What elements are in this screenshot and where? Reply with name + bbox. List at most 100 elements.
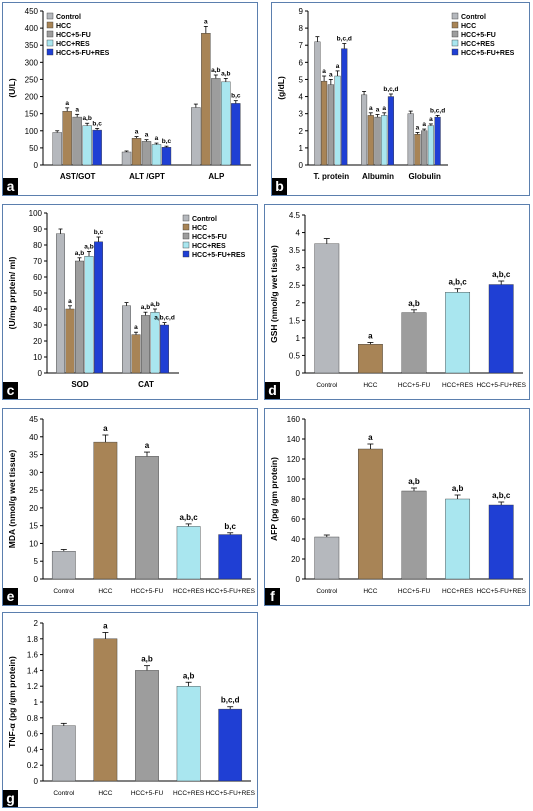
y-tick-label-f-8: 160 (287, 415, 301, 424)
x-tick-label-e-3: HCC+RES (173, 588, 205, 595)
legend-swatch-c-1 (182, 223, 190, 231)
y-tick-label-g-3: 0.6 (27, 730, 39, 739)
y-axis-label-d: GSH (nmol/g wet tissue) (269, 245, 279, 343)
panel-label-e: e (3, 588, 18, 605)
y-tick-label-f-2: 40 (291, 535, 300, 544)
x-tick-label-f-2: HCC+5-FU (398, 588, 431, 595)
y-tick-label-b-5: 5 (299, 75, 304, 84)
sig-label-b-1-4: b,c,d (383, 86, 398, 93)
chart-svg-d: 0 0.5 1 1.5 2 2.5 3 3.5 4 4.5 GSH (nmol/g wet tiss… (269, 211, 527, 389)
panel-d: 0 0.5 1 1.5 2 2.5 3 3.5 4 4.5 GSH (nmol/g wet tiss… (264, 204, 530, 400)
y-tick-label-a-3: 150 (25, 110, 39, 119)
x-tick-label-g-2: HCC+5-FU (131, 790, 164, 797)
bar-f-0 (314, 536, 340, 580)
sig-label-f-3: a,b (452, 484, 464, 493)
y-tick-label-g-10: 2 (34, 619, 39, 628)
panel-a: 0 50 100 150 200 250 300 350 400 450 (U/L) AST/GOT a… (2, 2, 258, 196)
sig-label-e-4: b,c (224, 522, 236, 531)
panel-c: 0 10 20 30 40 50 60 70 80 90 100 (U/mg prptein/ ml)… (2, 204, 258, 400)
bar-b-2-0 (407, 113, 414, 166)
legend-swatch-a-2 (46, 30, 54, 38)
sig-label-g-1: a (103, 621, 108, 630)
bar-c-1-3 (150, 311, 160, 374)
y-axis-label-b: (g/dL) (276, 76, 286, 100)
sig-label-b-0-1: a (322, 68, 326, 75)
y-tick-label-d-6: 3 (296, 264, 301, 273)
y-axis-label-g: TNF-α (pg /gm protein) (7, 656, 17, 748)
y-tick-label-g-8: 1.6 (27, 651, 39, 660)
y-tick-label-c-8: 80 (33, 241, 42, 250)
y-tick-label-b-8: 8 (299, 24, 304, 33)
bar-a-1-1 (131, 138, 142, 166)
y-tick-label-b-4: 4 (299, 93, 304, 102)
sig-label-d-2: a,b (408, 299, 420, 308)
legend-swatch-c-4 (182, 250, 190, 258)
y-tick-label-e-2: 10 (29, 539, 38, 548)
x-tick-label-b-1: Albumin (362, 172, 394, 181)
legend-swatch-b-2 (451, 30, 459, 38)
sig-label-b-0-4: b,c,d (337, 36, 352, 43)
bar-a-0-2 (72, 116, 82, 166)
y-tick-label-e-4: 20 (29, 504, 38, 513)
bar-c-0-0 (56, 233, 65, 374)
x-tick-label-f-1: HCC (363, 588, 377, 595)
x-tick-label-e-4: HCC+5-FU+RES (205, 588, 255, 595)
x-tick-label-a-0: AST/GOT (60, 172, 96, 181)
y-tick-label-a-8: 400 (25, 24, 39, 33)
sig-label-a-1-1: a (135, 129, 139, 136)
sig-label-a-2-4: b,c (231, 93, 241, 100)
sig-label-g-3: a,b (183, 671, 195, 680)
sig-label-a-2-1: a (204, 18, 208, 25)
bar-b-2-2 (421, 130, 428, 166)
x-tick-label-e-1: HCC (98, 588, 112, 595)
bar-f-1 (357, 448, 383, 580)
y-tick-label-b-0: 0 (299, 161, 304, 170)
sig-label-f-2: a,b (408, 477, 420, 486)
sig-label-a-2-3: a,b (221, 70, 230, 77)
y-tick-label-e-1: 5 (34, 557, 39, 566)
bar-a-2-0 (191, 107, 201, 166)
x-tick-label-d-0: Control (316, 382, 338, 389)
y-tick-label-b-9: 9 (299, 7, 304, 16)
y-tick-label-d-4: 2 (296, 299, 301, 308)
sig-label-b-1-1: a (369, 105, 373, 112)
y-tick-label-c-3: 30 (33, 321, 42, 330)
legend-swatch-a-1 (46, 21, 54, 29)
x-tick-label-d-4: HCC+5-FU+RES (476, 382, 526, 389)
legend-swatch-a-0 (46, 12, 54, 20)
x-tick-label-b-2: Globulin (408, 172, 441, 181)
bar-a-0-3 (82, 125, 92, 166)
bar-a-2-2 (211, 78, 221, 166)
legend-swatch-c-0 (182, 214, 190, 222)
y-tick-label-b-7: 7 (299, 41, 304, 50)
y-tick-label-f-0: 0 (296, 575, 301, 584)
legend-label-b-2: HCC+5-FU (461, 32, 496, 39)
y-tick-label-f-3: 60 (291, 515, 300, 524)
y-tick-label-e-3: 15 (29, 522, 38, 531)
sig-label-f-4: a,b,c (492, 491, 511, 500)
y-tick-label-f-5: 100 (287, 475, 301, 484)
legend-swatch-c-3 (182, 241, 190, 249)
panel-e: 0 5 10 15 20 25 30 35 40 45 MDA (nmol/g wet tissue… (2, 408, 258, 606)
y-tick-label-c-7: 70 (33, 257, 42, 266)
sig-label-e-2: a (145, 441, 150, 450)
y-tick-label-e-0: 0 (34, 575, 39, 584)
y-tick-label-a-2: 100 (25, 127, 39, 136)
legend-label-a-3: HCC+RES (56, 41, 90, 48)
panel-label-g: g (3, 790, 18, 807)
y-tick-label-a-5: 250 (25, 75, 39, 84)
sig-label-b-0-2: a (329, 71, 333, 78)
y-tick-label-c-4: 40 (33, 305, 42, 314)
legend-label-a-0: Control (56, 14, 81, 21)
x-tick-label-c-0: SOD (71, 380, 89, 389)
legend-label-c-4: HCC+5-FU+RES (192, 252, 246, 259)
chart-svg-e: 0 5 10 15 20 25 30 35 40 45 MDA (nmol/g wet tissue… (7, 415, 256, 595)
x-tick-label-d-3: HCC+RES (442, 382, 474, 389)
sig-label-c-1-2: a,b (141, 304, 150, 311)
legend-label-a-2: HCC+5-FU (56, 32, 91, 39)
y-tick-label-b-3: 3 (299, 110, 304, 119)
bar-f-2 (401, 490, 427, 580)
y-tick-label-g-2: 0.4 (27, 745, 39, 754)
y-tick-label-d-2: 1 (296, 334, 301, 343)
